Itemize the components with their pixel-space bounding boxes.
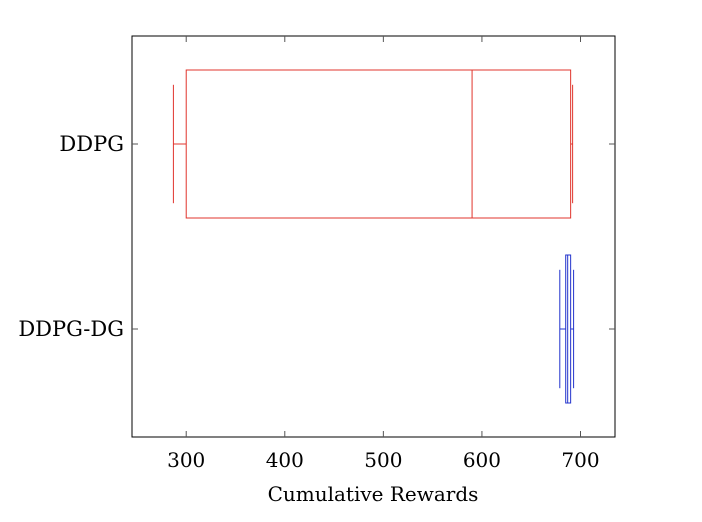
box-ddpg <box>172 69 574 219</box>
y-category-label-1: DDPG-DG <box>18 317 124 341</box>
axis-ticks: 300 400 500 600 700 DDPG DDPG-DG <box>18 36 615 472</box>
x-tick-label-0: 300 <box>167 448 205 472</box>
x-tick-label-3: 600 <box>463 448 501 472</box>
x-tick-label-2: 500 <box>364 448 402 472</box>
x-tick-label-4: 700 <box>561 448 599 472</box>
y-category-label-0: DDPG <box>59 132 124 156</box>
box-ddpg-dg <box>559 254 575 404</box>
x-axis-title: Cumulative Rewards <box>268 482 479 506</box>
plot-frame <box>131 35 616 438</box>
iqr-box <box>185 69 572 219</box>
x-tick-label-1: 400 <box>266 448 304 472</box>
boxes <box>172 69 575 404</box>
